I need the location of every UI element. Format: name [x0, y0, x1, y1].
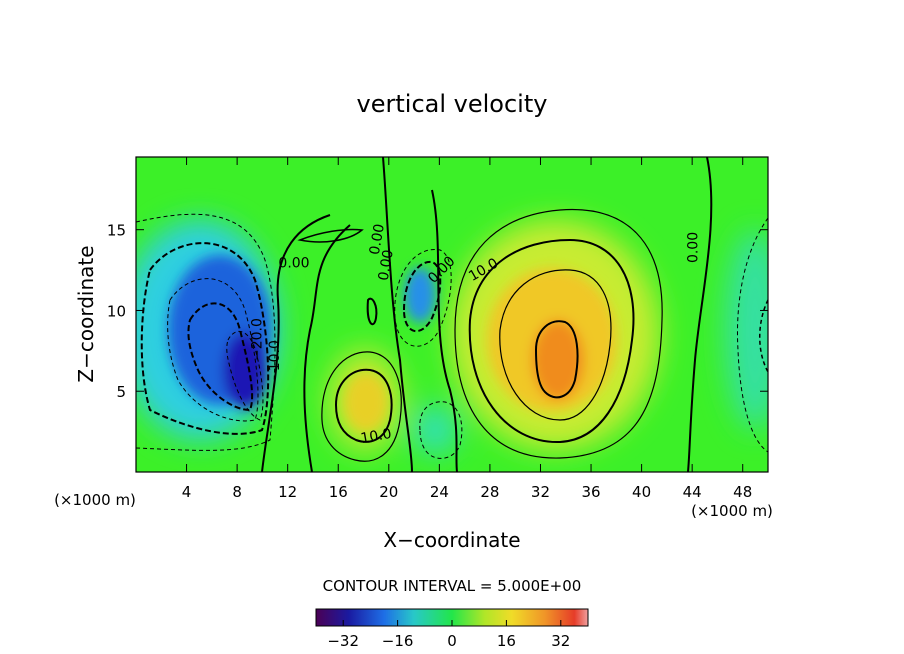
- contour-label: 10.0: [359, 426, 392, 447]
- contour-interval-label: CONTOUR INTERVAL = 5.000E+00: [323, 577, 582, 595]
- contour-line-zero: [431, 189, 458, 472]
- field-blob-inner: [532, 320, 584, 400]
- x-tick-label: 20: [379, 483, 398, 501]
- colorbar-tick-label: 0: [447, 632, 457, 650]
- colorbar-tick-label: 16: [497, 632, 516, 650]
- contour-line-positive: [499, 269, 612, 421]
- contour-line-zero: [382, 157, 413, 472]
- colorbar-tick-label: −32: [327, 632, 359, 650]
- x-unit-label-right: (×1000 m): [691, 502, 773, 520]
- contour-label: 0.00: [278, 256, 309, 272]
- x-tick-label: 28: [480, 483, 499, 501]
- contour-line-zero: [687, 157, 713, 472]
- contour-line-positive: [534, 320, 579, 399]
- y-axis: 5 10 15: [107, 222, 768, 401]
- colorbar-ticks: −32 −16 0 16 32: [327, 620, 570, 650]
- x-tick-label: 32: [531, 483, 550, 501]
- contour-line-zero: [261, 214, 331, 472]
- x-unit-label-left: (×1000 m): [54, 491, 136, 509]
- x-tick-label: 24: [430, 483, 449, 501]
- contour-line-positive: [321, 351, 402, 462]
- x-axis: 4 8 12 16 20 24 28 32 36 40 44 48: [182, 157, 752, 501]
- y-tick-label: 15: [107, 222, 126, 240]
- y-tick-label: 10: [107, 302, 126, 320]
- contour-label: 10.0: [267, 340, 283, 371]
- contour-line-positive: [468, 238, 635, 444]
- chart-title: vertical velocity: [357, 90, 548, 118]
- contour-label: 0.00: [376, 248, 397, 281]
- contour-line-zero: [366, 297, 378, 326]
- contour-line-negative: [737, 217, 768, 453]
- x-tick-label: 4: [182, 483, 192, 501]
- contour-line-zero: [303, 224, 351, 472]
- x-axis-label: X−coordinate: [383, 528, 520, 552]
- colorbar-tick-label: 32: [551, 632, 570, 650]
- contour-label: 0.00: [685, 232, 701, 263]
- y-tick-label: 5: [116, 383, 126, 401]
- x-tick-label: 16: [329, 483, 348, 501]
- contour-label: 0.00: [367, 223, 388, 256]
- contour-line-negative: [419, 401, 463, 459]
- y-axis-label: Z−coordinate: [74, 245, 98, 382]
- contour-line-negative: [402, 260, 442, 333]
- field-blob-inner: [344, 372, 388, 432]
- contour-line-negative: [759, 299, 768, 373]
- contour-line-negative: [187, 302, 254, 412]
- contour-line-negative: [167, 278, 259, 422]
- x-tick-label: 12: [278, 483, 297, 501]
- field-blob-inner: [404, 267, 436, 323]
- x-tick-label: 48: [733, 483, 752, 501]
- x-tick-label: 40: [632, 483, 651, 501]
- field-blob-outer: [725, 230, 768, 430]
- contour-line-zero: [297, 228, 364, 243]
- contour-line-negative: [140, 242, 270, 435]
- x-tick-label: 36: [581, 483, 600, 501]
- x-tick-label: 44: [683, 483, 702, 501]
- x-tick-label: 8: [232, 483, 242, 501]
- plot-frame: [135, 156, 769, 473]
- contour-line-negative: [226, 330, 264, 421]
- field-blob-outer: [413, 406, 457, 454]
- contour-label: −20.0: [249, 318, 265, 361]
- contour-line-positive: [454, 208, 663, 459]
- colorbar-tick-label: −16: [382, 632, 414, 650]
- contour-line-positive: [334, 368, 393, 443]
- contour-line-negative: [394, 248, 452, 347]
